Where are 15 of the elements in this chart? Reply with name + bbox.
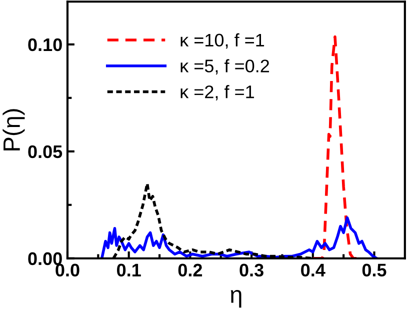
legend-label: κ =2, f =1 bbox=[180, 85, 254, 100]
y-tick-label: 0.00 bbox=[28, 252, 62, 266]
x-tick-label: 0.4 bbox=[301, 264, 326, 276]
y-tick-label: 0.10 bbox=[28, 38, 62, 52]
line-series bbox=[100, 216, 378, 258]
x-tick-label: 0.1 bbox=[117, 264, 141, 276]
y-axis-title: P(η) bbox=[2, 109, 25, 150]
x-tick-label: 0.0 bbox=[56, 264, 80, 276]
x-tick-label: 0.3 bbox=[240, 264, 264, 277]
y-tick-label: 0.05 bbox=[28, 145, 62, 158]
x-axis-title: η bbox=[230, 290, 242, 308]
x-tick-label: 0.2 bbox=[178, 264, 202, 276]
legend-label: κ =5, f =0.2 bbox=[180, 59, 270, 75]
legend-label: κ =10, f =1 bbox=[180, 33, 264, 49]
x-tick-label: 0.5 bbox=[362, 264, 386, 276]
